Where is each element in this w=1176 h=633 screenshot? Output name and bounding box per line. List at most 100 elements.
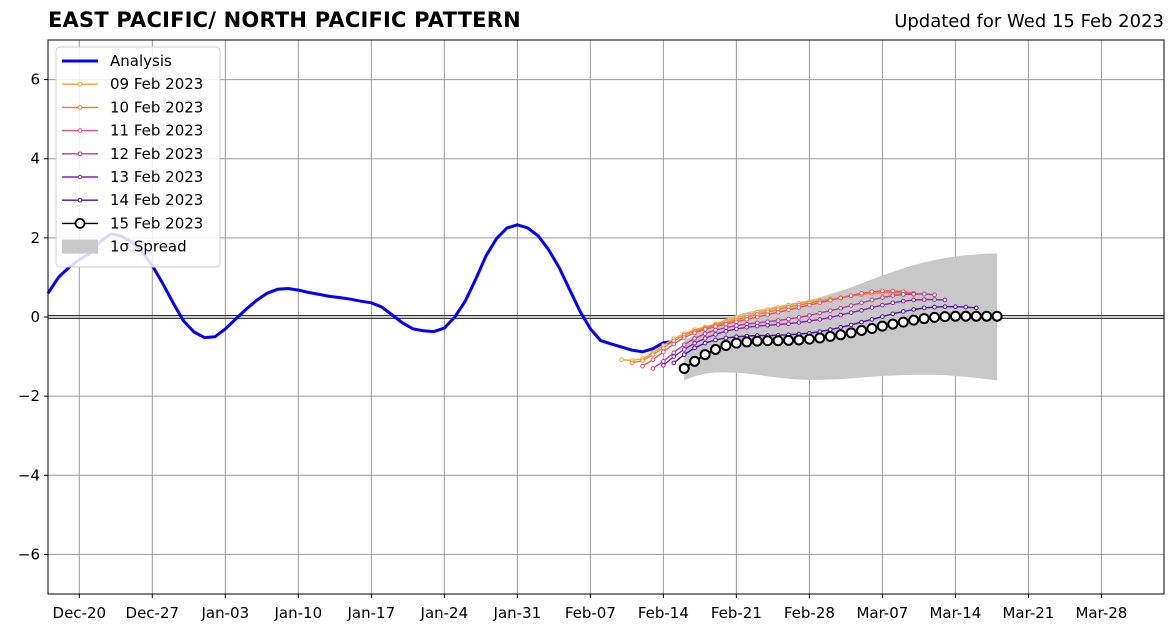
legend-marker [77,197,83,203]
data-point [960,310,972,322]
legend-marker [74,217,86,229]
data-point [838,312,843,318]
data-point [713,327,718,333]
data-point [921,297,927,302]
data-point [932,297,937,302]
data-point [897,316,909,328]
data-point [817,317,823,322]
y-tick-label: −6 [18,545,40,563]
data-point [911,307,916,312]
data-point [880,288,885,294]
data-point [869,297,875,303]
x-tick-label: Jan-24 [420,604,469,622]
data-point [807,318,812,324]
data-point [650,366,656,371]
legend-label: 10 Feb 2023 [110,98,203,116]
data-point [921,305,927,311]
data-point [702,340,708,346]
data-point [765,319,770,325]
legend-marker [77,81,83,87]
data-point [772,335,784,347]
data-point [661,362,666,368]
x-axis: Dec-20 Dec-27 Jan-03 Jan-10 Jan-17 Jan-24 Jan-… [53,594,1127,622]
data-point [754,314,760,320]
data-point [650,352,656,357]
data-point [671,354,677,359]
data-point [880,314,885,319]
data-point [848,303,854,308]
data-point [838,305,843,311]
legend-label: Analysis [110,52,172,70]
data-point [859,290,864,296]
y-tick-label: −4 [18,466,40,484]
x-tick-label: Dec-20 [53,604,107,622]
legend: Analysis 09 Feb 2023 10 Feb 2023 11 Feb 202… [55,46,221,268]
data-point [949,310,961,322]
data-point [661,349,666,355]
legend-swatch [62,239,98,254]
data-point [786,307,791,313]
data-point [751,335,763,347]
data-point [713,332,718,337]
data-point [890,311,896,317]
data-point [786,321,791,327]
data-point [953,304,958,310]
data-point [911,297,916,303]
data-point [762,335,774,347]
data-point [869,305,875,310]
x-tick-label: Jan-10 [274,604,323,622]
data-point [734,319,739,325]
data-point [783,334,795,346]
y-tick-label: 0 [30,308,40,326]
legend-marker [77,174,83,180]
data-point [856,324,868,336]
data-point [880,295,885,300]
data-point [859,319,864,325]
x-tick-label: Feb-21 [711,604,762,622]
data-point [692,345,697,351]
data-point [730,337,742,349]
data-point [848,293,854,298]
data-point [744,324,750,330]
data-point [671,341,677,347]
data-point [796,305,802,310]
data-point [908,314,920,326]
data-point [859,307,864,313]
data-point [692,340,697,346]
data-point [803,333,815,345]
data-point [807,313,812,318]
legend-label: 09 Feb 2023 [110,75,203,93]
data-point [824,330,836,342]
data-point [991,310,1003,322]
data-point [827,298,833,303]
data-point [640,358,645,363]
legend-box [55,46,221,268]
data-point [942,304,948,310]
data-point [932,292,937,298]
data-point [775,318,781,323]
legend-marker [77,128,83,133]
data-point [702,336,708,341]
data-point [786,316,791,322]
data-point [671,360,677,366]
data-point [754,323,760,329]
series-line [662,298,946,366]
data-point [911,291,916,297]
x-tick-label: Jan-03 [200,604,249,622]
x-tick-label: Feb-28 [784,604,835,622]
data-point [942,297,948,303]
data-point [929,311,941,323]
data-point [869,289,875,294]
data-point [640,363,645,369]
data-point [814,332,826,344]
data-point [692,330,697,336]
data-point [880,302,885,308]
data-point [817,310,823,316]
legend-label: 14 Feb 2023 [110,191,203,209]
data-point [744,317,750,322]
data-point [702,326,708,332]
data-point [890,288,896,294]
series-line [652,293,935,369]
data-point [807,302,812,308]
